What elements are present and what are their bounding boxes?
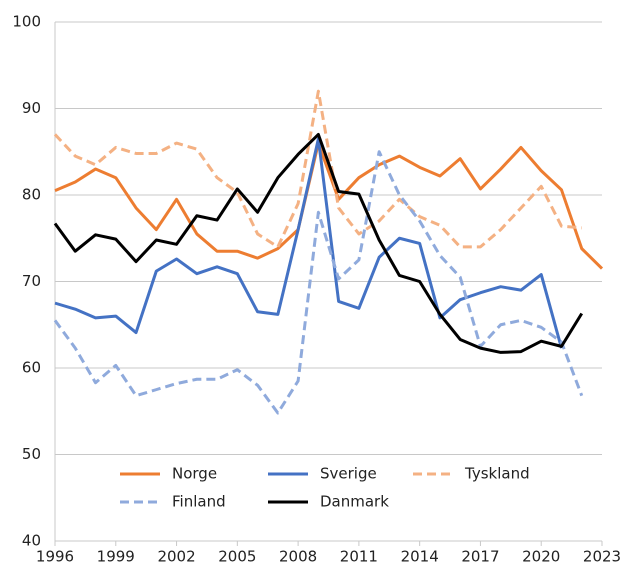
x-tick-label: 2017 xyxy=(461,548,499,566)
line-series xyxy=(53,150,584,415)
x-tick-label: 2014 xyxy=(401,548,439,566)
x-tick-label: 2008 xyxy=(279,548,317,566)
legend-label: Tyskland xyxy=(464,465,530,483)
x-tick-label: 1999 xyxy=(97,548,135,566)
y-tick-label: 90 xyxy=(22,99,41,117)
x-tick-label: 2011 xyxy=(340,548,378,566)
legend-label: Norge xyxy=(172,465,217,483)
line-series xyxy=(54,141,604,270)
y-tick-label: 100 xyxy=(12,13,41,31)
line-series xyxy=(54,137,563,349)
x-tick-label: 2002 xyxy=(157,548,195,566)
line-series xyxy=(53,132,584,354)
y-tick-label: 80 xyxy=(22,186,41,204)
x-tick-label: 2023 xyxy=(583,548,621,566)
line-series xyxy=(53,89,582,249)
x-tick-label: 2005 xyxy=(218,548,256,566)
y-tick-label: 40 xyxy=(22,532,41,550)
y-tick-label: 60 xyxy=(22,359,41,377)
x-tick-label: 2020 xyxy=(522,548,560,566)
x-tick-label: 1996 xyxy=(36,548,74,566)
legend-label: Danmark xyxy=(320,493,389,511)
legend-label: Sverige xyxy=(320,465,377,483)
y-tick-label: 50 xyxy=(22,445,41,463)
y-tick-label: 70 xyxy=(22,272,41,290)
legend-label: Finland xyxy=(172,493,226,511)
